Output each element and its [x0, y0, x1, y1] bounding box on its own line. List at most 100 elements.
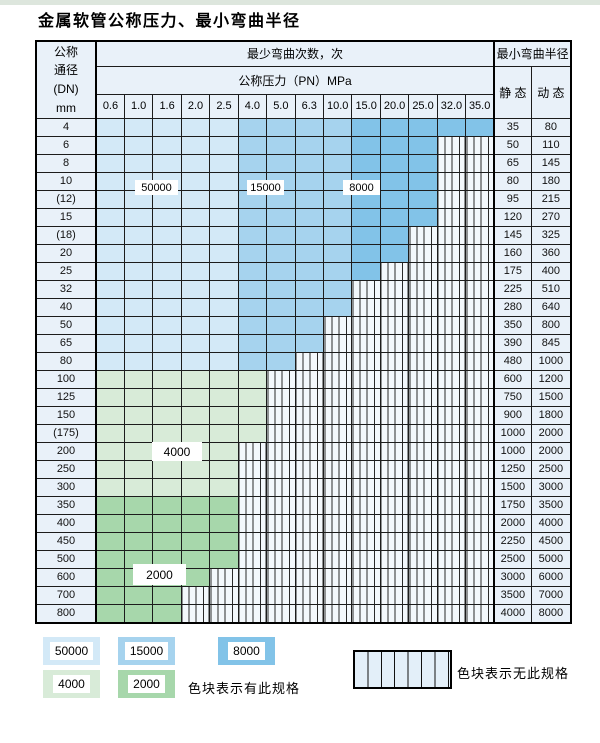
pressure-cell-no-spec [436, 172, 467, 191]
pressure-cell [95, 136, 125, 155]
pressure-cell [237, 352, 268, 371]
pressure-cell [95, 244, 125, 263]
pressure-cell [123, 388, 154, 407]
pressure-cell [408, 136, 438, 155]
pressure-cell [294, 244, 325, 263]
pressure-cell-no-spec [322, 352, 353, 371]
pressure-cell-no-spec [294, 388, 325, 407]
pressure-cell [180, 532, 211, 551]
pressure-cell-no-spec [408, 550, 438, 569]
pressure-cell [95, 370, 125, 389]
dn-cell: 6 [35, 136, 97, 155]
dn-cell: 200 [35, 442, 97, 461]
pressure-cell-no-spec [465, 460, 495, 479]
pressure-cell-no-spec [465, 586, 495, 605]
dn-header-line: 公称 [53, 44, 78, 59]
pressure-cell [322, 262, 353, 281]
dn-cell: 125 [35, 388, 97, 407]
pressure-cell-no-spec [379, 262, 410, 281]
static-radius-cell: 1000 [493, 424, 532, 443]
static-radius-cell: 480 [493, 352, 532, 371]
pressure-cell [180, 298, 211, 317]
static-radius-cell: 50 [493, 136, 532, 155]
dynamic-radius-cell: 510 [530, 280, 572, 299]
pressure-cell [351, 136, 381, 155]
pressure-cell [351, 118, 381, 137]
pressure-cell-no-spec [436, 298, 467, 317]
dn-cell: 10 [35, 172, 97, 191]
pressure-cell [379, 172, 410, 191]
page-title: 金属软管公称压力、最小弯曲半径 [38, 11, 301, 30]
pressure-cell-no-spec [322, 406, 353, 425]
pressure-cell [95, 478, 125, 497]
pressure-cell [123, 604, 154, 624]
pressure-cell [180, 334, 211, 353]
pressure-cell [152, 406, 182, 425]
pressure-cell [152, 262, 182, 281]
pressure-cell [351, 154, 381, 173]
pressure-cell-no-spec [237, 478, 268, 497]
pressure-cell-no-spec [436, 352, 467, 371]
table-row: 250 1250 2500 [35, 460, 572, 479]
pressure-cell [379, 190, 410, 209]
pressure-cell-no-spec [237, 604, 268, 624]
static-radius-cell: 95 [493, 190, 532, 209]
pressure-cell-no-spec [408, 352, 438, 371]
pressure-cell-no-spec [436, 514, 467, 533]
pressure-cell [123, 352, 154, 371]
pressure-cell-no-spec [294, 604, 325, 624]
pressure-column-header: 15.0 [351, 94, 381, 119]
pressure-cell [266, 208, 296, 227]
table-row: 65 390 845 [35, 334, 572, 353]
static-radius-cell: 750 [493, 388, 532, 407]
pressure-cell-no-spec [351, 550, 381, 569]
pressure-cell-no-spec [266, 586, 296, 605]
pressure-cell-no-spec [351, 406, 381, 425]
pressure-cell-no-spec [379, 298, 410, 317]
dynamic-radius-cell: 80 [530, 118, 572, 137]
pressure-cell-no-spec [408, 478, 438, 497]
pressure-cell [408, 154, 438, 173]
static-radius-cell: 1000 [493, 442, 532, 461]
pressure-cell-no-spec [436, 316, 467, 335]
pressure-cell-no-spec [322, 388, 353, 407]
pressure-cell-no-spec [322, 550, 353, 569]
legend-has-spec-text: 色块表示有此规格 [188, 681, 301, 696]
pressure-cell [95, 550, 125, 569]
pressure-cell-no-spec [408, 388, 438, 407]
pressure-cell [180, 172, 211, 191]
pressure-cell [237, 136, 268, 155]
pressure-cell-no-spec [436, 442, 467, 461]
pressure-cell [294, 226, 325, 245]
pressure-cell-no-spec [351, 316, 381, 335]
pressure-cell-no-spec [351, 388, 381, 407]
pressure-cell [95, 460, 125, 479]
dn-cell: 400 [35, 514, 97, 533]
legend-no-spec-swatch [353, 650, 452, 689]
pressure-cell [95, 262, 125, 281]
pressure-cell [408, 118, 438, 137]
pressure-cell [95, 532, 125, 551]
dynamic-radius-cell: 400 [530, 262, 572, 281]
pressure-cell [294, 208, 325, 227]
pressure-column-header: 35.0 [465, 94, 495, 119]
pressure-cell-no-spec [237, 568, 268, 587]
pressure-cell-no-spec [322, 532, 353, 551]
pressure-cell-no-spec [465, 136, 495, 155]
dynamic-radius-cell: 1800 [530, 406, 572, 425]
pressure-cell [237, 262, 268, 281]
dynamic-radius-cell: 1500 [530, 388, 572, 407]
static-radius-cell: 900 [493, 406, 532, 425]
pressure-cell-no-spec [351, 496, 381, 515]
dynamic-radius-cell: 4500 [530, 532, 572, 551]
dn-cell: 350 [35, 496, 97, 515]
pressure-cell [95, 298, 125, 317]
pressure-cell [152, 136, 182, 155]
bend-cycles-header: 最少弯曲次数，次 [95, 40, 495, 67]
pressure-cell [209, 550, 239, 569]
pressure-cell [180, 208, 211, 227]
pressure-cell-no-spec [465, 334, 495, 353]
pressure-cell [95, 388, 125, 407]
pressure-cell-no-spec [436, 208, 467, 227]
pressure-cell [152, 334, 182, 353]
